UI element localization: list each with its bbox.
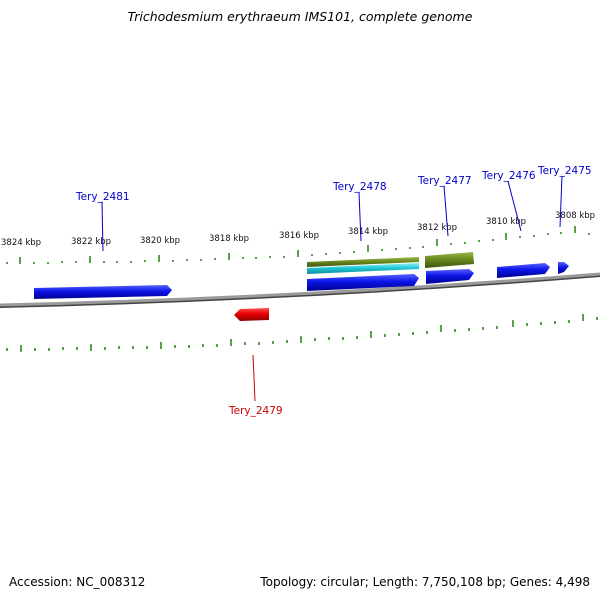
tick-label: 3822 kbp — [71, 237, 111, 247]
label-leaders — [101, 175, 563, 402]
feature-olive-2 — [425, 252, 474, 268]
gene-tery-2476[interactable] — [497, 263, 550, 278]
leader-tery-2475 — [559, 175, 563, 228]
label-tery-2476[interactable]: Tery_2476 — [481, 170, 536, 182]
leader-tery-2481 — [101, 201, 104, 252]
label-tery-2477[interactable]: Tery_2477 — [417, 175, 472, 187]
tick-label: 3810 kbp — [486, 217, 526, 227]
map-title: Trichodesmium erythraeum IMS101, complet… — [127, 9, 473, 24]
gene-tery-2478[interactable] — [307, 274, 419, 291]
feature-cyan-1 — [307, 263, 419, 274]
feature-olive-1 — [307, 257, 419, 267]
label-tery-2479[interactable]: Tery_2479 — [228, 405, 283, 417]
gene-tery-2475[interactable] — [558, 262, 569, 274]
accession-text: Accession: NC_008312 — [9, 575, 146, 589]
inner-ticks — [6, 314, 598, 352]
label-tery-2478[interactable]: Tery_2478 — [332, 181, 387, 193]
backbone-shadow — [0, 275, 600, 308]
tick-label: 3824 kbp — [1, 238, 41, 248]
genome-summary: Topology: circular; Length: 7,750,108 bp… — [260, 575, 590, 589]
label-tery-2475[interactable]: Tery_2475 — [537, 165, 592, 177]
leader-tery-2477 — [443, 185, 449, 237]
leader-tery-2476 — [507, 180, 522, 232]
tick-label: 3808 kbp — [555, 211, 595, 221]
tick-label: 3814 kbp — [348, 227, 388, 237]
label-tery-2481[interactable]: Tery_2481 — [75, 191, 130, 203]
gene-tery-2481[interactable] — [34, 285, 172, 299]
genome-backbone — [0, 272, 600, 307]
leader-tery-2479 — [252, 354, 256, 402]
gene-tery-2479[interactable] — [234, 308, 269, 321]
outer-ticks — [6, 226, 590, 264]
leader-tery-2478 — [358, 192, 362, 242]
tick-label: 3820 kbp — [140, 236, 180, 246]
gene-tery-2477[interactable] — [426, 269, 474, 284]
tick-label: 3816 kbp — [279, 231, 319, 241]
tick-label: 3812 kbp — [417, 223, 457, 233]
scale-labels: 3824 kbp 3822 kbp 3820 kbp 3818 kbp 3816… — [1, 211, 595, 248]
tick-label: 3818 kbp — [209, 234, 249, 244]
